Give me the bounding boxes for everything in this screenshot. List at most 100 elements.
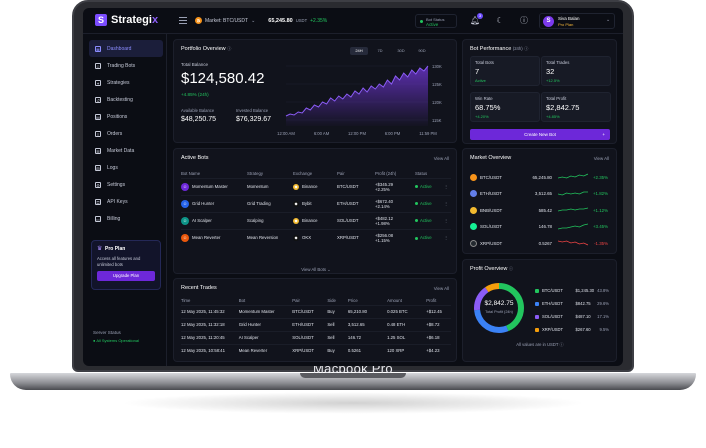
sidebar-item-positions[interactable]: ▤ Positions [89,108,163,125]
market-row[interactable]: BNB/USDT 585.42 +1.12% [470,202,610,218]
avatar: S [543,16,554,27]
available-balance-value: $48,250.75 [181,116,217,123]
tab-90d[interactable]: 90D [418,48,426,53]
portfolio-chart[interactable]: 130K 125K 120K 115K 12:00 AM 6:00 AM 12:00 PM… [276,58,446,138]
view-all-bots-link[interactable]: View All Bots ⌄ [301,267,331,272]
more-options-icon[interactable]: ⋮ [441,228,451,246]
legend-name: SOL/USDT [541,314,563,319]
market-row[interactable]: XRP/USDT 0.5267 -1.35% [470,235,610,251]
recent-trades-view-all[interactable]: View All [433,286,449,291]
menu-icon[interactable] [179,17,187,24]
market-row[interactable]: BTC/USDT 65,245.80 +2.35% [470,169,610,185]
table-row[interactable]: 12 May 2025, 11:20:45 AI Scalper SOL/USDT S… [181,330,451,344]
legend-swatch [535,288,539,293]
sidebar-item-billing[interactable]: ▭ Billing [89,210,163,227]
sidebar-item-orders[interactable]: ≡ Orders [89,125,163,142]
tab-30d[interactable]: 30D [397,48,405,53]
status-dot-icon [415,185,418,189]
moon-icon[interactable]: ☾ [496,16,504,25]
sidebar-item-dashboard[interactable]: ▦ Dashboard [89,40,163,57]
trade-amount: 1.25 SOL [387,330,427,344]
sidebar-item-api-keys[interactable]: ⚿ API Keys [89,193,163,210]
server-status-title: Server Status [93,330,121,335]
sidebar-item-strategies[interactable]: ✦ Strategies [89,74,163,91]
table-row[interactable]: ☺ AI Scalper Scalping ◆ Binance SOL/USDT +$482… [181,211,451,229]
sidebar-item-settings[interactable]: ⚙ Settings [89,176,163,193]
donut-slice [474,283,524,333]
info-icon: ⓘ [227,46,232,51]
stat-label: Total Profit [546,96,567,101]
app-logo[interactable]: S Strategix [95,14,158,26]
bot-status-badge[interactable]: Bot Status Active [415,14,457,28]
sidebar-item-market-data[interactable]: ▥ Market Data [89,142,163,159]
exchange-icon: ◆ [293,200,299,207]
tab-7d[interactable]: 7D [377,48,383,53]
market-overview-card: Market Overview View All BTC/USDT 65,245.… [462,148,617,254]
legend-percent: 9.5% [599,327,609,332]
active-bots-view-all[interactable]: View All [433,156,449,161]
more-options-icon[interactable]: ⋮ [441,211,451,229]
bell-icon[interactable]: 🔔︎ 3 [470,13,483,25]
help-icon[interactable]: ⓘ [520,16,528,25]
bot-status-value: Active [426,22,439,27]
x-tick-label: 6:00 AM [314,131,330,136]
column-header: Status [415,170,428,176]
upgrade-plan-button[interactable]: Upgrade Plan [97,271,155,281]
portfolio-title: Portfolio Overview ⓘ [181,46,232,52]
market-pair-label: BTC/USDT [480,174,502,180]
table-row[interactable]: 12 May 2025, 11:32:18 Grid Hunter ETH/USDT… [181,317,451,331]
bot-status-label: Bot Status [426,17,445,22]
profit-footer: All values are in USDT ⓘ [516,342,564,347]
sparkline-path [558,223,588,229]
table-row[interactable]: 12 May 2025, 11:45:32 Momentum Master BTC/… [181,304,451,318]
table-row[interactable]: ☺ Momentum Master Momentum ◆ Binance BTC/USDT… [181,177,451,195]
legend-value: $487.10 [575,314,591,319]
xrp-coin-icon [470,239,477,247]
invested-balance-label: Invested Balance [236,108,269,113]
portfolio-area [286,66,428,126]
column-header: Amount [387,297,402,303]
stat-label: Total Bots [475,60,494,65]
market-price: 146.78 [538,224,552,229]
strategy-icon: ✦ [95,79,101,86]
profit-value: +$482.12 [375,215,394,221]
table-row[interactable]: ☺ Mean Reverter Mean Reversion ◆ OKX XRP/USDT… [181,228,451,246]
sparkline-path [558,240,588,246]
create-new-bot-button[interactable]: Create New Bot + [470,129,610,140]
available-balance-label: Available Balance [181,108,215,113]
more-options-icon[interactable]: ⋮ [441,177,451,195]
market-view-all[interactable]: View All [593,156,609,161]
legend-name: BTC/USDT [541,288,563,293]
profit-donut-chart[interactable] [471,280,527,336]
user-menu[interactable]: S Siva Balan Pro Plan ⌄ [539,13,615,29]
market-selector[interactable]: ₿ Market: BTC/USDT ⌄ 65,245.80 USDT +2.3… [195,17,327,24]
more-options-icon[interactable]: ⋮ [441,194,451,212]
legend-name: ETH/USDT [541,301,563,306]
market-change: +2.35% [592,174,608,180]
info-icon: ⓘ [508,266,514,271]
profit-overview-title: Profit Overview ⓘ [470,266,514,272]
sidebar-item-backtesting[interactable]: ↺ Backtesting [89,91,163,108]
key-icon: ⚿ [95,198,101,205]
bot-performance-card: Bot Performance (24h) ⓘ Total Bots 7 Activ… [462,39,617,144]
market-row[interactable]: SOL/USDT 146.78 +3.45% [470,219,610,235]
table-row[interactable]: ☺ Grid Hunter Grid Trading ◆ Bybit ETH/USDT +$… [181,194,451,212]
market-row[interactable]: ETH/USDT 3,512.65 +1.82% [470,186,610,202]
table-row[interactable]: 12 May 2025, 10:58:41 Mean Reverter XRP/US… [181,343,451,357]
tab-24h[interactable]: 24H [350,47,368,55]
status-dot-icon [415,219,418,223]
sidebar-item-label: Orders [107,130,123,137]
bot-name-cell: ☺ AI Scalper [181,211,247,229]
trade-pair: BTC/USDT [292,304,328,318]
column-header: Bot [238,297,246,303]
server-status-value: ● All Systems Operational [93,338,139,343]
sidebar-item-logs[interactable]: ▧ Logs [89,159,163,176]
trade-bot: Grid Hunter [238,317,293,331]
sidebar-item-trading-bots[interactable]: ☺ Trading Bots [89,57,163,74]
exchange-name: Binance [302,217,318,223]
market-pair-label: ETH/USDT [480,191,502,196]
profit-cell: +$256.08 +1.15% [375,228,415,246]
column-header: Profit [426,297,437,303]
x-tick-label: 12:00 AM [277,131,295,136]
profit-percent: +2.25% [375,186,390,192]
